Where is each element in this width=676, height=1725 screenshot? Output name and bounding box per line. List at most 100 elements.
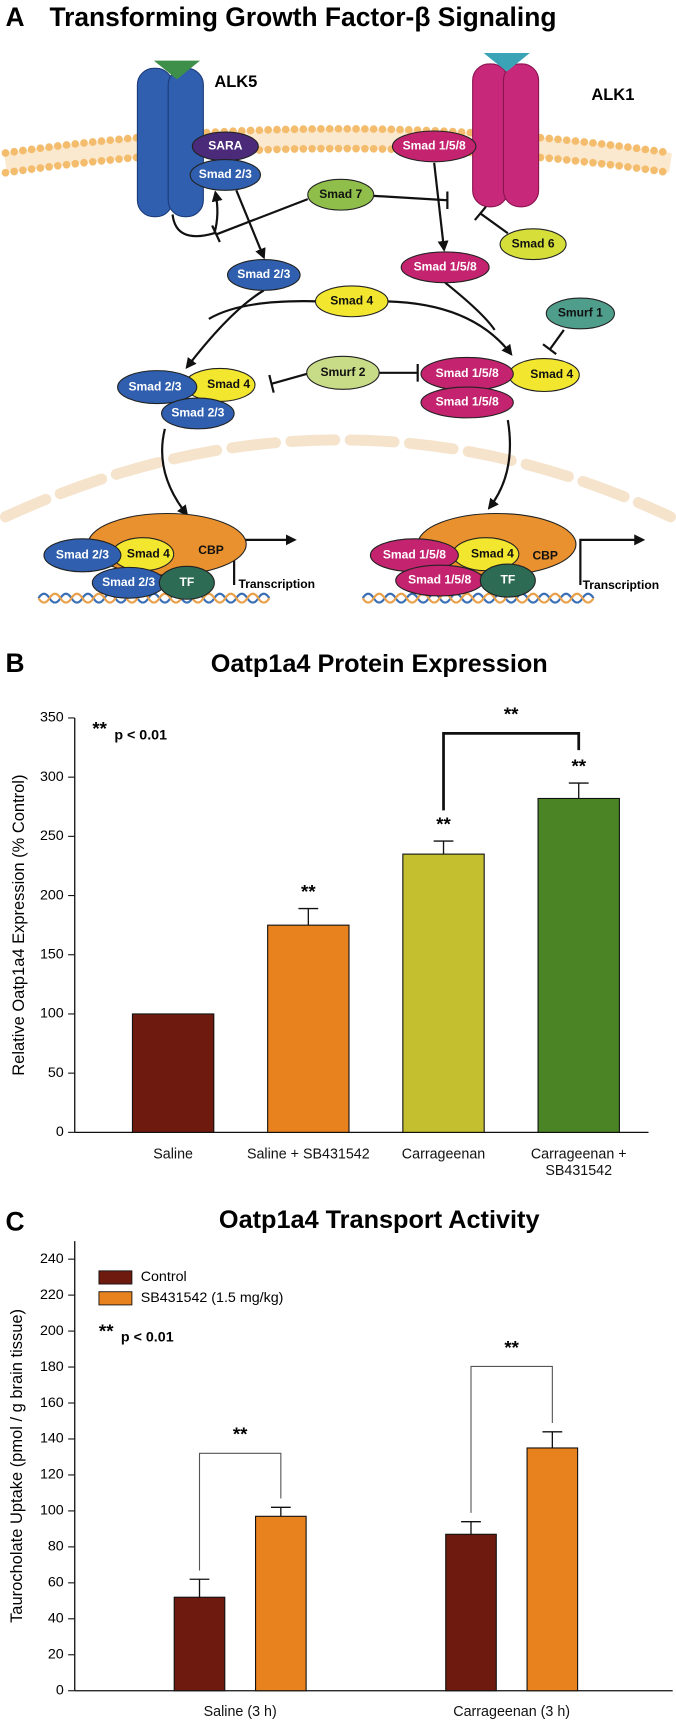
membrane: [1, 144, 675, 177]
y-tick-label: 350: [40, 710, 64, 726]
dna: [361, 592, 595, 604]
legend-swatch: [98, 1270, 133, 1285]
x-tick-label-box: Carrageenan: [401, 1145, 486, 1163]
panel-label: A: [5, 2, 24, 32]
bar: [131, 1013, 215, 1133]
bar: [537, 797, 620, 1133]
legend-label: Control: [141, 1269, 187, 1285]
x-tick-label-box: Carrageenan (3 h): [453, 1702, 571, 1720]
bracket-label: **: [233, 1424, 248, 1445]
y-tick-label: 100: [40, 1006, 64, 1022]
node-label: Smad 1/5/8: [436, 366, 499, 380]
node-label: Smad 1/5/8: [408, 573, 471, 587]
y-tick-label: 160: [40, 1395, 64, 1411]
arrows: [161, 162, 646, 585]
error-bar: [298, 907, 319, 926]
nodes: [43, 130, 615, 600]
node-label: Smad 4: [471, 546, 514, 560]
bar: [267, 924, 350, 1133]
node-label: Smad 2/3: [56, 547, 109, 561]
x-tick-label: Saline: [153, 1145, 193, 1163]
nuclear-envelope: [0, 434, 676, 523]
membrane: [1, 124, 675, 157]
significance-bracket: [442, 731, 581, 811]
significance-marker: **: [99, 1320, 114, 1341]
node-label: Smad 2/3: [102, 575, 155, 589]
node-label: Smad 6: [512, 236, 555, 250]
receptor: [472, 63, 509, 208]
y-tick-label: 150: [40, 947, 64, 963]
panel-a: A Transforming Growth Factor-β Signaling…: [0, 2, 676, 604]
x-tick-label: Carrageenan: [401, 1145, 486, 1163]
panel-label: B: [5, 648, 24, 678]
x-tick-label-box: Carrageenan + SB431542: [530, 1145, 627, 1179]
node-label: Smad 4: [530, 367, 573, 381]
y-tick-label: 40: [48, 1611, 64, 1627]
node-label: Smad 4: [207, 377, 250, 391]
node-label: Smad 1/5/8: [436, 395, 499, 409]
y-tick-label: 50: [48, 1065, 64, 1081]
node-label: SARA: [208, 139, 243, 153]
node-label: Smad 4: [330, 294, 373, 308]
receptor: [502, 63, 540, 208]
bracket-label: **: [504, 1337, 519, 1358]
node-label: Smad 7: [319, 187, 362, 201]
bar: [173, 1596, 226, 1692]
x-tick-label-box: Saline + SB431542: [246, 1145, 370, 1163]
node-label: TF: [179, 575, 194, 589]
transcription-label: Transcription: [583, 578, 660, 592]
y-tick-label: 60: [48, 1575, 64, 1591]
x-tick-label: Saline + SB431542: [246, 1145, 370, 1163]
receptor: [136, 67, 174, 218]
error-bar: [270, 1506, 291, 1517]
node-label: Smad 2/3: [171, 406, 224, 420]
y-tick-label: 200: [40, 887, 64, 903]
y-tick-label: 120: [40, 1467, 64, 1483]
significance-note: p < 0.01: [121, 1330, 174, 1346]
significance-marker: **: [92, 718, 107, 739]
node-label: Smurf 2: [320, 365, 365, 379]
bar: [255, 1515, 307, 1692]
y-axis-label: Taurocholate Uptake (pmol / g brain tiss…: [8, 1309, 26, 1623]
y-tick-label: 220: [40, 1287, 64, 1303]
node-label: Smad 1/5/8: [383, 547, 446, 561]
x-tick-label: Carrageenan (3 h): [453, 1702, 571, 1720]
error-bar: [568, 782, 589, 799]
significance-note: p < 0.01: [114, 727, 167, 743]
diagram-title: Transforming Growth Factor-β Signaling: [49, 2, 556, 32]
y-tick-label: 100: [40, 1503, 64, 1519]
legend-label: SB431542 (1.5 mg/kg): [141, 1290, 284, 1306]
node-label: Smad 2/3: [199, 167, 252, 181]
node-label: Smurf 1: [558, 306, 603, 320]
node-label: Smad 2/3: [128, 379, 181, 393]
bar: [526, 1447, 579, 1692]
node-label: Smad 1/5/8: [414, 259, 477, 273]
chart-title: Oatp1a4 Protein Expression: [211, 650, 548, 678]
node-label: TF: [500, 573, 515, 587]
y-tick-label: 240: [40, 1251, 64, 1267]
x-tick-label: Carrageenan + SB431542: [530, 1145, 627, 1179]
node-label: CBP: [532, 549, 558, 563]
chart-title: Oatp1a4 Transport Activity: [219, 1206, 540, 1234]
bar-annotation: **: [571, 756, 586, 777]
significance-bracket: [198, 1452, 282, 1571]
y-tick-label: 0: [56, 1124, 64, 1140]
y-tick-label: 80: [48, 1539, 64, 1555]
x-tick-label: Saline (3 h): [203, 1702, 277, 1720]
x-tick-label-box: Saline: [153, 1145, 193, 1163]
node-label: CBP: [198, 543, 224, 557]
y-tick-label: 180: [40, 1359, 64, 1375]
y-tick-label: 300: [40, 769, 64, 785]
y-tick-label: 140: [40, 1431, 64, 1447]
y-axis-label: Relative Oatp1a4 Expression (% Control): [10, 775, 28, 1076]
bar-annotation: **: [301, 881, 316, 902]
transcription-label: Transcription: [239, 577, 316, 591]
error-bar: [189, 1578, 210, 1598]
bar: [445, 1533, 497, 1692]
ligand: [153, 60, 201, 80]
ligand: [483, 52, 530, 72]
x-tick-label-box: Saline (3 h): [203, 1702, 277, 1720]
bar-annotation: **: [436, 814, 451, 835]
